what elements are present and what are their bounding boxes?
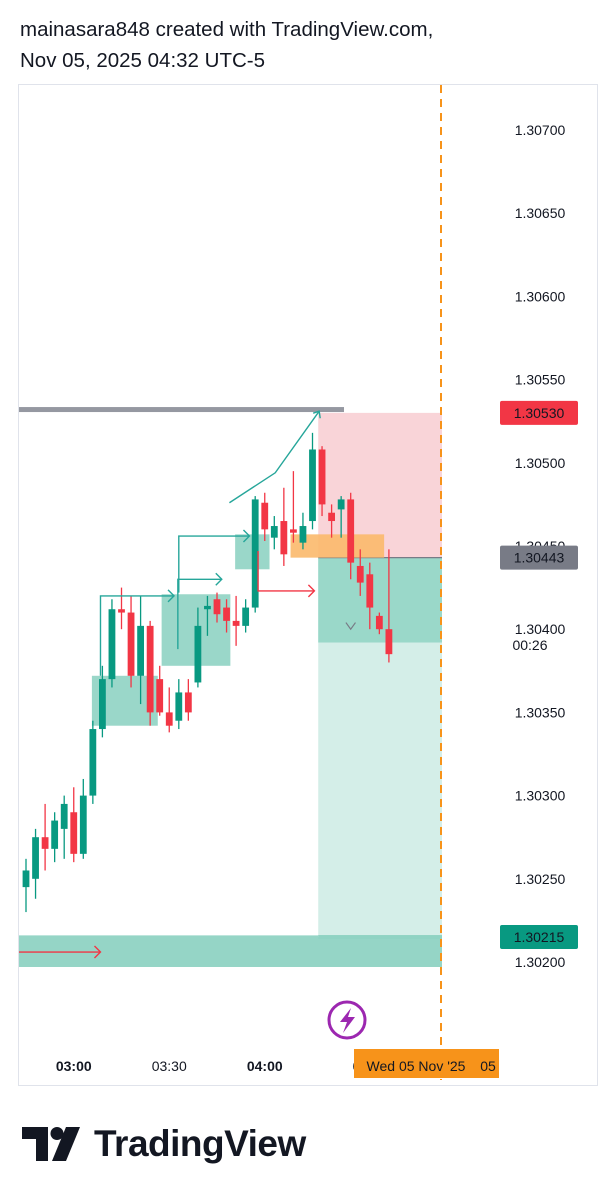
price-tick-label: 1.30300 — [515, 788, 566, 804]
swing-arrow-1-head — [167, 589, 176, 603]
swing-arrow-4[interactable] — [229, 410, 320, 504]
current-price-label: 1.30443 — [514, 550, 565, 566]
current-date-label: Wed 05 Nov '25 — [367, 1058, 466, 1074]
bos-arrow[interactable] — [257, 550, 315, 592]
candle[interactable] — [347, 499, 355, 563]
candle[interactable] — [51, 820, 59, 849]
short-position-stop-zone[interactable] — [318, 412, 442, 558]
candle[interactable] — [270, 526, 278, 538]
price-tick-label: 1.30650 — [515, 205, 566, 221]
candle[interactable] — [32, 837, 39, 879]
candle[interactable] — [299, 526, 307, 543]
swing-arrow-3-head — [242, 529, 251, 543]
candle[interactable] — [89, 729, 97, 796]
swing-arrow-4-head — [312, 410, 321, 419]
short-position-target-line — [318, 935, 442, 940]
resistance-line[interactable] — [19, 407, 345, 413]
swing-arrow-2-head — [215, 572, 223, 586]
plot-area — [19, 407, 442, 967]
price-tick-label: 1.30250 — [515, 871, 566, 887]
candle[interactable] — [328, 512, 335, 522]
candle[interactable] — [280, 521, 288, 555]
current-date-suffix: 05 — [480, 1058, 496, 1074]
candle[interactable] — [70, 812, 78, 854]
candle[interactable] — [337, 499, 345, 510]
current-date-label-bg — [354, 1049, 499, 1078]
swing-arrow-1[interactable] — [99, 595, 175, 676]
candle[interactable] — [41, 837, 49, 849]
candle[interactable] — [261, 502, 269, 530]
tradingview-logo-icon — [22, 1127, 80, 1161]
candle[interactable] — [366, 574, 374, 608]
candle[interactable] — [251, 499, 259, 608]
timestamp-line: Nov 05, 2025 04:32 UTC-5 — [20, 49, 265, 72]
target-price-label-bg — [500, 925, 578, 950]
price-tick-label: 1.30500 — [515, 455, 566, 471]
author-line: mainasara848 created with TradingView.co… — [20, 18, 434, 41]
candle[interactable] — [118, 609, 125, 613]
tradingview-wordmark: TradingView — [94, 1123, 306, 1164]
target-arrow-head — [93, 945, 102, 959]
support-zone[interactable] — [19, 935, 442, 967]
price-tick-label: 1.30600 — [515, 288, 566, 304]
candle[interactable] — [99, 679, 106, 730]
candle[interactable] — [223, 607, 230, 621]
candle[interactable] — [137, 625, 144, 676]
candle[interactable] — [309, 449, 316, 522]
price-tick-label: 1.30700 — [515, 122, 566, 138]
chart-frame — [18, 84, 598, 1086]
time-tick-label: 03:00 — [56, 1058, 92, 1074]
swing-arrow-2[interactable] — [177, 578, 222, 650]
candle[interactable] — [194, 625, 202, 683]
down-arrow-icon — [345, 622, 356, 631]
time-tick-label: 04:00 — [247, 1058, 283, 1074]
candle[interactable] — [79, 795, 87, 854]
candle[interactable] — [127, 612, 135, 676]
candle[interactable] — [385, 629, 393, 655]
time-tick-label: 03:30 — [152, 1058, 187, 1074]
tradingview-footer: TradingView — [22, 1120, 306, 1168]
candle[interactable] — [108, 609, 116, 680]
target-price-label: 1.30215 — [514, 929, 565, 945]
candle[interactable] — [175, 692, 183, 721]
price-tick-label: 1.30200 — [515, 954, 566, 970]
candle[interactable] — [22, 870, 30, 888]
candle[interactable] — [318, 449, 326, 505]
lightning-icon[interactable] — [327, 1000, 367, 1040]
candle[interactable] — [232, 620, 240, 626]
candle[interactable] — [242, 607, 250, 626]
candle[interactable] — [156, 679, 164, 713]
candle[interactable] — [60, 803, 68, 829]
candle[interactable] — [375, 615, 383, 630]
price-tick-label: 1.30400 — [515, 621, 566, 637]
chart-header: mainasara848 created with TradingView.co… — [20, 14, 433, 76]
candle[interactable] — [204, 605, 211, 610]
bar-countdown: 00:26 — [512, 637, 547, 653]
price-tick-label: 1.30350 — [515, 704, 566, 720]
candle[interactable] — [356, 565, 364, 583]
candle[interactable] — [213, 599, 221, 615]
bos-arrow-head — [307, 584, 316, 598]
price-tick-label: 1.30550 — [515, 372, 566, 388]
candle[interactable] — [184, 692, 192, 713]
candle[interactable] — [290, 529, 297, 533]
stop-price-label-bg — [500, 400, 578, 425]
candle[interactable] — [146, 625, 154, 713]
short-position-progress — [318, 557, 442, 643]
swing-arrow-3[interactable] — [178, 535, 250, 593]
lightning-bolt-icon — [340, 1008, 355, 1033]
current-price-label-bg — [500, 545, 578, 570]
candle[interactable] — [165, 712, 173, 726]
stop-price-label: 1.30530 — [514, 405, 565, 421]
